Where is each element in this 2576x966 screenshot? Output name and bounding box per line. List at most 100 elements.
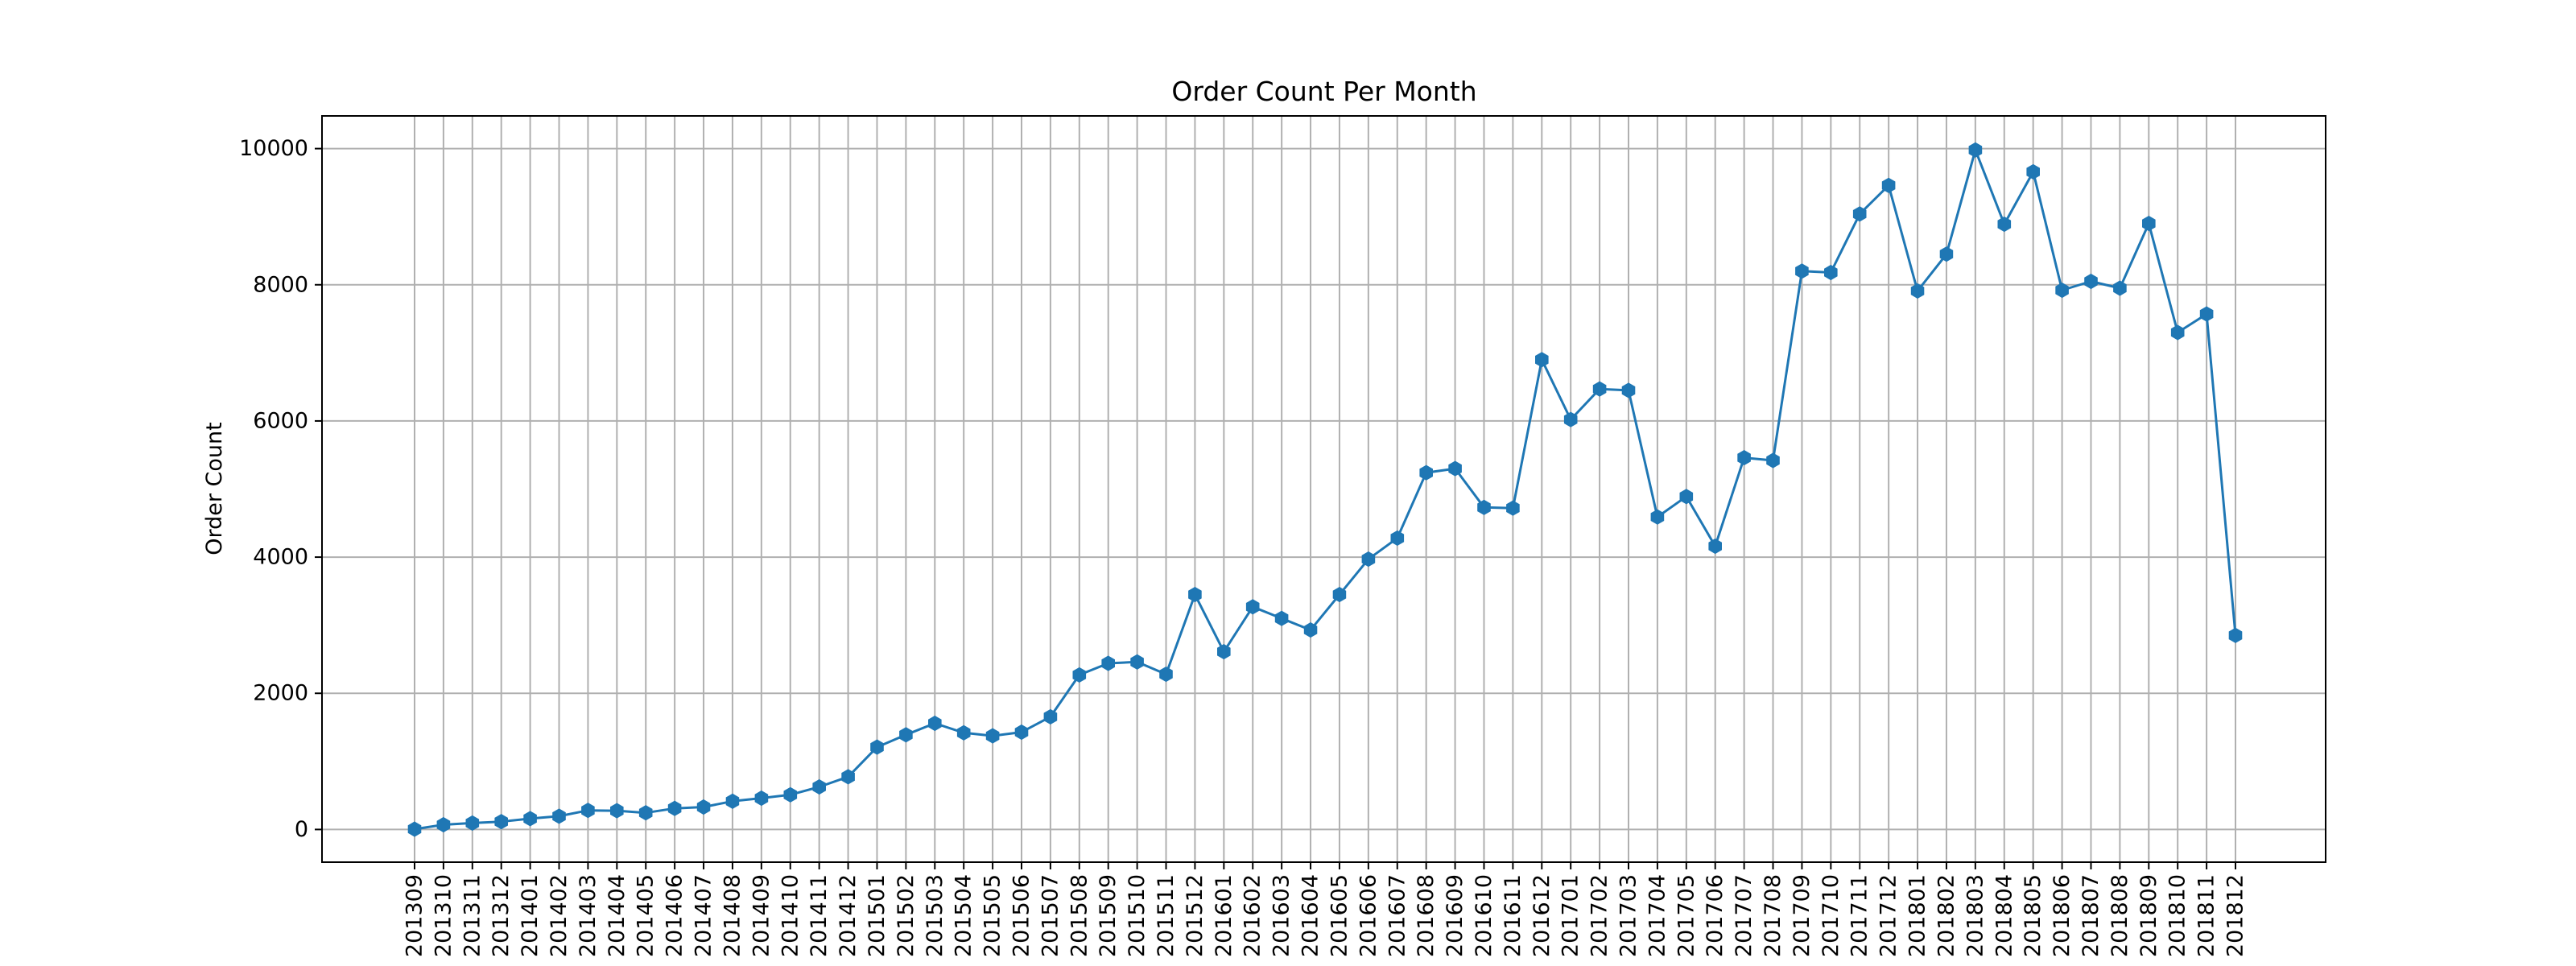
data-point [1274, 610, 1289, 626]
data-point [1650, 509, 1665, 525]
x-tick-label: 201608 [1414, 874, 1439, 957]
data-point [1968, 142, 1983, 158]
data-point [1852, 206, 1867, 222]
data-point [1419, 464, 1433, 481]
x-tick-label: 201501 [865, 874, 890, 957]
y-tick-label: 4000 [253, 545, 308, 570]
data-point [841, 769, 855, 785]
x-tick-label: 201802 [1934, 874, 1959, 957]
data-point [1997, 216, 2012, 233]
x-tick-label: 201506 [1009, 874, 1034, 957]
x-tick-label: 201709 [1790, 874, 1814, 957]
data-point [928, 715, 942, 732]
x-tick-label: 201410 [778, 874, 803, 957]
x-tick-label: 201601 [1212, 874, 1236, 957]
x-tick-label: 201407 [691, 874, 716, 957]
x-tick-label: 201604 [1298, 874, 1323, 957]
x-tick-label: 201510 [1125, 874, 1150, 957]
data-point [1361, 551, 1376, 568]
data-point [1563, 411, 1578, 427]
x-tick-label: 201508 [1067, 874, 1092, 957]
data-point [1506, 500, 1520, 516]
data-point [494, 814, 508, 830]
x-tick-label: 201610 [1472, 874, 1496, 957]
chart-title: Order Count Per Month [1171, 76, 1476, 107]
data-point [552, 808, 566, 824]
x-tick-label: 201408 [720, 874, 745, 957]
plot-frame [321, 115, 2326, 863]
x-tick-label: 201811 [2194, 874, 2219, 957]
x-tick-label: 201611 [1501, 874, 1525, 957]
x-tick-label: 201609 [1443, 874, 1468, 957]
x-tick-label: 201502 [894, 874, 919, 957]
x-tick-label: 201708 [1761, 874, 1785, 957]
data-point [436, 816, 451, 833]
x-tick-label: 201701 [1558, 874, 1583, 957]
data-point [1621, 382, 1636, 398]
data-point [1939, 246, 1954, 262]
x-tick-label: 201809 [2136, 874, 2161, 957]
y-tick-label: 6000 [253, 408, 308, 433]
x-tick-label: 201312 [489, 874, 514, 957]
data-point [725, 793, 740, 809]
x-tick-label: 201412 [836, 874, 861, 957]
data-point [2055, 282, 2069, 299]
data-point [2113, 280, 2127, 296]
data-point [638, 805, 653, 821]
x-tick-label: 201503 [923, 874, 947, 957]
y-tick-label: 10000 [239, 136, 308, 161]
x-tick-label: 201612 [1530, 874, 1554, 957]
x-tick-label: 201405 [634, 874, 658, 957]
data-point [1679, 489, 1694, 505]
x-tick-label: 201505 [980, 874, 1005, 957]
x-tick-label: 201805 [2021, 874, 2046, 957]
data-point [1072, 667, 1087, 683]
data-point [2199, 306, 2214, 322]
data-point [610, 803, 624, 819]
data-point [956, 724, 971, 741]
data-point [667, 800, 682, 816]
x-tick-label: 201406 [663, 874, 687, 957]
x-tick-label: 201712 [1876, 874, 1901, 957]
x-tick-label: 201806 [2050, 874, 2074, 957]
data-point [1188, 587, 1202, 603]
data-point [581, 803, 595, 819]
data-point [754, 790, 769, 807]
x-tick-label: 201402 [547, 874, 572, 957]
data-point [1159, 667, 1173, 683]
x-tick-label: 201707 [1732, 874, 1757, 957]
x-tick-label: 201602 [1241, 874, 1265, 957]
data-point [899, 727, 913, 743]
x-tick-label: 201711 [1847, 874, 1872, 957]
data-point [2142, 216, 2156, 232]
x-tick-label: 201401 [518, 874, 543, 957]
data-point [783, 786, 798, 803]
data-point [1535, 352, 1549, 368]
data-point [1448, 460, 1462, 477]
x-tick-label: 201504 [952, 874, 976, 957]
data-point [1245, 599, 1260, 615]
data-point [1043, 708, 1058, 724]
x-tick-label: 201705 [1674, 874, 1699, 957]
x-tick-label: 201309 [402, 874, 427, 957]
data-point [2228, 627, 2243, 643]
y-tick-label: 0 [295, 817, 308, 842]
x-tick-label: 201804 [1992, 874, 2017, 957]
x-tick-label: 201605 [1327, 874, 1352, 957]
data-point [407, 821, 422, 837]
data-point [2026, 163, 2040, 180]
x-tick-label: 201702 [1587, 874, 1612, 957]
x-tick-label: 201311 [460, 874, 485, 957]
series-line [414, 148, 2237, 831]
x-tick-label: 201603 [1269, 874, 1294, 957]
x-tick-label: 201703 [1616, 874, 1641, 957]
x-tick-label: 201704 [1645, 874, 1670, 957]
x-tick-label: 201706 [1703, 874, 1728, 957]
grid-layer [322, 116, 2326, 862]
data-point [1737, 450, 1751, 466]
x-tick-label: 201507 [1038, 874, 1063, 957]
data-point [1217, 644, 1231, 660]
y-tick-label: 8000 [253, 272, 308, 297]
axis-layer: 201309 201310 201311 201312 201401 201402 2014… [239, 136, 2248, 957]
